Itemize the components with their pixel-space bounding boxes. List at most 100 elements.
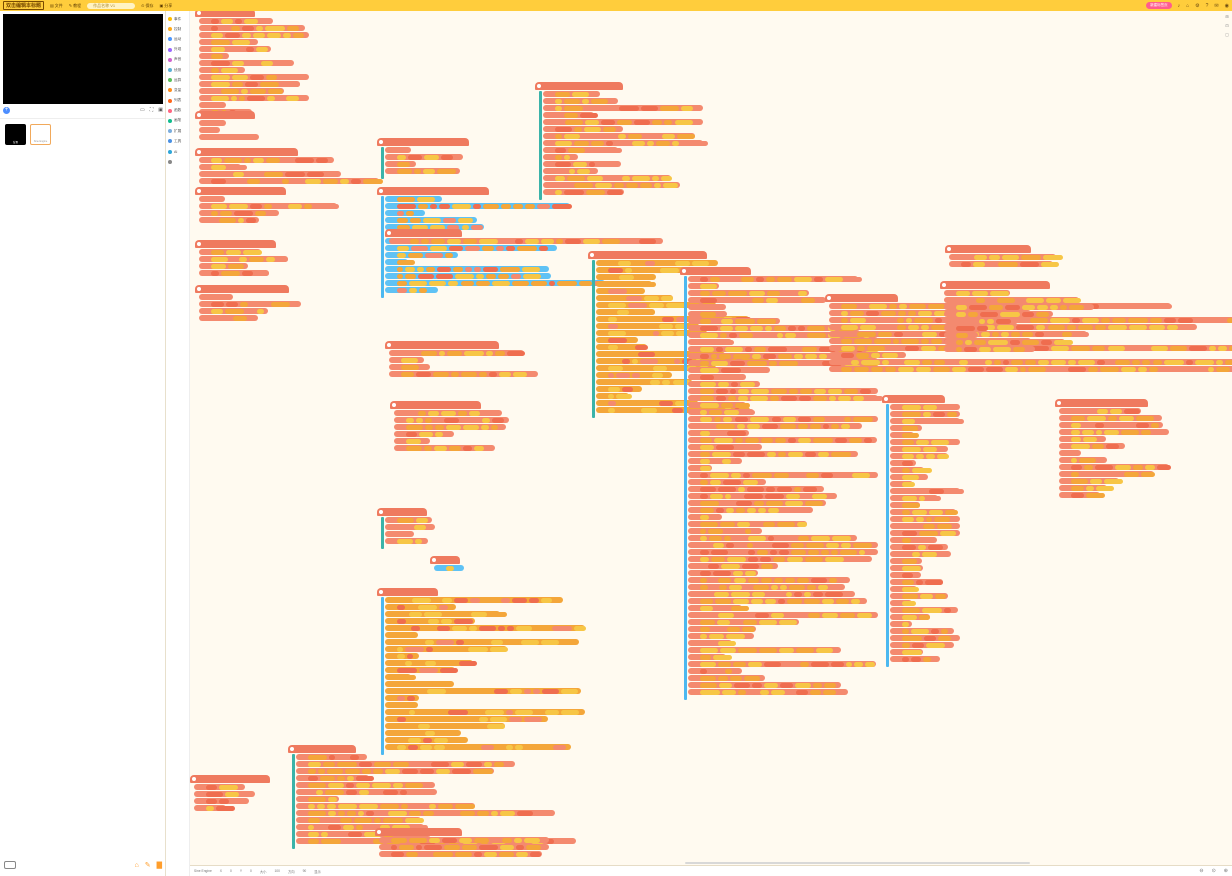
reporter-block[interactable]: [770, 388, 787, 394]
reporter-block[interactable]: [787, 325, 797, 331]
reporter-block[interactable]: [715, 388, 728, 394]
reporter-block[interactable]: [866, 395, 884, 401]
reporter-block[interactable]: [1025, 359, 1036, 365]
reporter-block[interactable]: [506, 350, 526, 356]
reporter-block[interactable]: [423, 217, 441, 223]
reporter-block[interactable]: [1170, 345, 1187, 351]
reporter-block[interactable]: [1097, 408, 1109, 414]
reporter-block[interactable]: [1208, 345, 1217, 351]
reporter-block[interactable]: [649, 302, 664, 308]
reporter-block[interactable]: [406, 410, 417, 416]
reporter-block[interactable]: [700, 647, 718, 653]
layout-icon[interactable]: ▣: [158, 107, 163, 113]
reporter-block[interactable]: [1179, 324, 1187, 330]
reporter-block[interactable]: [964, 346, 978, 352]
reporter-block[interactable]: [219, 210, 233, 216]
reporter-block[interactable]: [231, 25, 240, 31]
reporter-block[interactable]: [631, 372, 641, 378]
reporter-block[interactable]: [1071, 457, 1078, 463]
reporter-block[interactable]: [733, 598, 750, 604]
reporter-block[interactable]: [407, 695, 415, 701]
reporter-block[interactable]: [716, 374, 735, 380]
reporter-block[interactable]: [700, 507, 715, 513]
reporter-block[interactable]: [924, 579, 944, 585]
reporter-block[interactable]: [621, 386, 634, 392]
reporter-block[interactable]: [1151, 422, 1160, 428]
reporter-block[interactable]: [700, 535, 708, 541]
reporter-block[interactable]: [856, 331, 877, 337]
script-hat-block[interactable]: [195, 111, 255, 119]
reporter-block[interactable]: [919, 488, 927, 494]
reporter-block[interactable]: [344, 768, 360, 774]
reporter-block[interactable]: [480, 424, 490, 430]
script-hat-block[interactable]: [375, 828, 462, 836]
reporter-block[interactable]: [552, 625, 572, 631]
reporter-block[interactable]: [1167, 324, 1178, 330]
reporter-block[interactable]: [898, 303, 908, 309]
reporter-block[interactable]: [700, 276, 708, 282]
reporter-block[interactable]: [397, 259, 416, 265]
reporter-block[interactable]: [1156, 464, 1172, 470]
reporter-block[interactable]: [397, 653, 406, 659]
reporter-block[interactable]: [463, 424, 479, 430]
reporter-block[interactable]: [1092, 345, 1106, 351]
reporter-block[interactable]: [555, 105, 562, 111]
reporter-block[interactable]: [286, 25, 299, 31]
reporter-block[interactable]: [419, 744, 433, 750]
reporter-block[interactable]: [608, 330, 626, 336]
reporter-block[interactable]: [327, 782, 345, 788]
reporter-block[interactable]: [665, 302, 686, 308]
reporter-block[interactable]: [427, 688, 447, 694]
code-block[interactable]: [385, 168, 461, 174]
reporter-block[interactable]: [739, 381, 755, 387]
reporter-block[interactable]: [424, 844, 442, 850]
reporter-block[interactable]: [902, 439, 914, 445]
reporter-block[interactable]: [733, 493, 743, 499]
reporter-block[interactable]: [780, 584, 787, 590]
reporter-block[interactable]: [808, 360, 821, 366]
reporter-block[interactable]: [536, 203, 551, 209]
reporter-block[interactable]: [897, 317, 904, 323]
reporter-block[interactable]: [729, 388, 737, 394]
reporter-block[interactable]: [408, 744, 418, 750]
reporter-block[interactable]: [1136, 422, 1150, 428]
reporter-block[interactable]: [413, 524, 426, 530]
reporter-block[interactable]: [841, 331, 855, 337]
reporter-block[interactable]: [499, 844, 515, 850]
reporter-block[interactable]: [1086, 492, 1105, 498]
reporter-block[interactable]: [1107, 324, 1127, 330]
code-block[interactable]: [890, 516, 960, 522]
reporter-block[interactable]: [737, 689, 746, 695]
reporter-block[interactable]: [661, 133, 675, 139]
reporter-block[interactable]: [766, 297, 778, 303]
reporter-block[interactable]: [996, 324, 1015, 330]
reporter-block[interactable]: [211, 102, 221, 108]
reporter-block[interactable]: [407, 737, 421, 743]
reporter-block[interactable]: [712, 542, 724, 548]
reporter-block[interactable]: [840, 423, 851, 429]
reporter-block[interactable]: [628, 379, 635, 385]
code-block[interactable]: [890, 551, 951, 557]
reporter-block[interactable]: [868, 303, 888, 309]
reporter-block[interactable]: [1005, 366, 1019, 372]
reporter-block[interactable]: [448, 709, 468, 715]
reporter-block[interactable]: [308, 789, 315, 795]
view-toggle[interactable]: [4, 861, 16, 869]
reporter-block[interactable]: [721, 689, 736, 695]
reporter-block[interactable]: [745, 570, 756, 576]
reporter-block[interactable]: [921, 359, 932, 365]
reporter-block[interactable]: [499, 371, 512, 377]
reporter-block[interactable]: [965, 339, 972, 345]
reporter-block[interactable]: [1089, 478, 1103, 484]
reporter-block[interactable]: [621, 175, 630, 181]
reporter-block[interactable]: [734, 416, 748, 422]
reporter-block[interactable]: [1163, 317, 1177, 323]
reporter-block[interactable]: [734, 437, 743, 443]
reporter-block[interactable]: [721, 318, 734, 324]
reporter-block[interactable]: [1022, 311, 1034, 317]
reporter-block[interactable]: [878, 324, 895, 330]
reporter-block[interactable]: [437, 625, 451, 631]
reporter-block[interactable]: [421, 350, 438, 356]
reporter-block[interactable]: [744, 584, 752, 590]
reporter-block[interactable]: [811, 493, 827, 499]
